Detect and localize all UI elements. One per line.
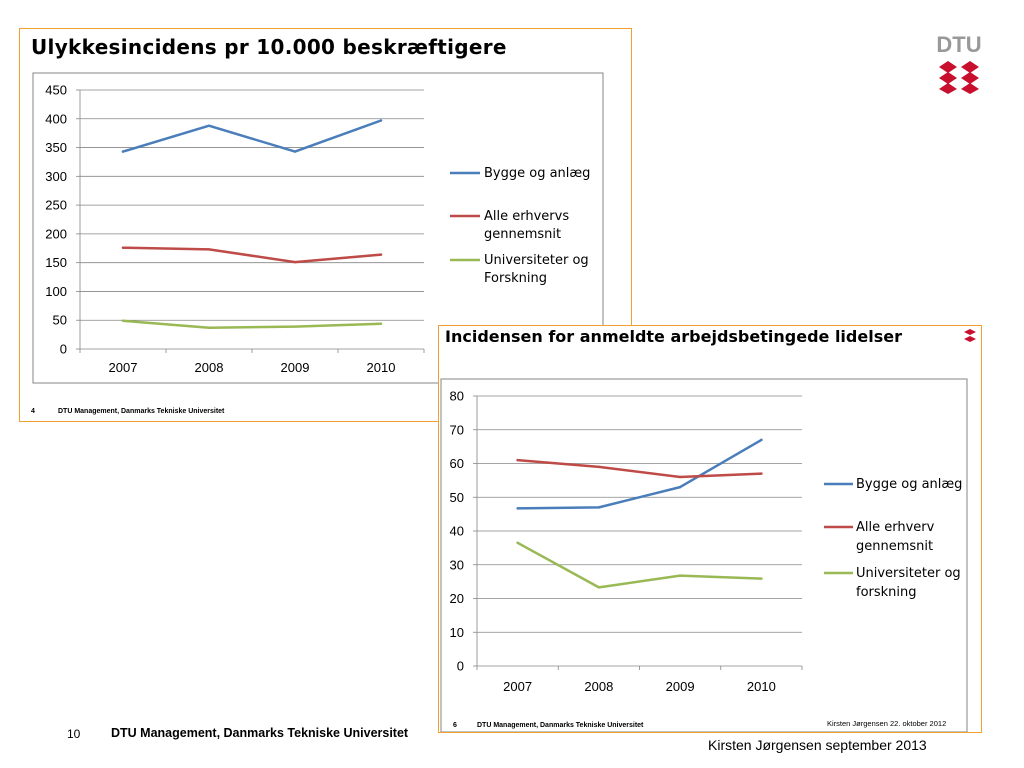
data-point: [379, 322, 383, 325]
series-line: [121, 319, 383, 329]
chart-disorder-incidence: 0 10 20 30 40 50 60 70 80 2007 2008 2009 2010 Bygge o…: [440, 378, 968, 732]
y-tick-label: 100: [45, 284, 67, 299]
data-point: [293, 325, 297, 328]
legend-label: Bygge og anlæg: [484, 166, 590, 181]
data-point: [379, 253, 383, 256]
y-tick-label: 200: [45, 226, 67, 241]
data-point: [293, 150, 297, 153]
x-tick-label: 2009: [666, 679, 695, 694]
panel-title: Incidensen for anmeldte arbejdsbetingede…: [445, 327, 902, 346]
data-point: [516, 507, 519, 510]
data-point: [207, 248, 211, 251]
data-point: [760, 438, 763, 442]
data-point: [516, 541, 519, 545]
dtu-logo-text: DTU: [936, 32, 981, 57]
panel-footer-author: Kirsten Jørgensen 22. oktober 2012: [827, 719, 947, 728]
series-line: [516, 438, 763, 510]
legend-label: Universiteter og forskning: [856, 566, 961, 600]
legend-label: Alle erhvervs gennemsnit: [484, 209, 569, 242]
data-point: [597, 506, 601, 509]
data-point: [207, 124, 211, 127]
slide-footer-author: Kirsten Jørgensen september 2013: [708, 737, 927, 753]
dtu-mini-logo: [964, 329, 976, 342]
data-point: [516, 458, 519, 462]
y-tick-label: 450: [45, 83, 67, 98]
y-tick-label: 350: [45, 140, 67, 155]
data-point: [678, 485, 682, 489]
x-tick-label: 2007: [109, 360, 138, 375]
data-point: [760, 577, 763, 580]
slide-number: 10: [67, 727, 81, 741]
data-point: [121, 150, 125, 153]
y-tick-label: 0: [457, 659, 464, 674]
panel-footer-number: 6: [453, 722, 457, 729]
x-tick-label: 2007: [503, 679, 532, 694]
data-point: [597, 586, 601, 589]
x-tick-label: 2009: [281, 360, 310, 375]
data-point: [121, 246, 125, 249]
data-point: [293, 260, 297, 264]
series-line: [121, 246, 383, 264]
x-tick-label: 2010: [747, 679, 776, 694]
y-tick-label: 60: [450, 456, 464, 471]
data-point: [207, 326, 211, 329]
x-tick-label: 2008: [584, 679, 613, 694]
series-line: [516, 458, 763, 479]
series-line: [121, 119, 383, 153]
data-point: [597, 465, 601, 469]
slide-footer-org: DTU Management, Danmarks Tekniske Univer…: [111, 726, 409, 740]
chart-frame: [440, 378, 968, 732]
y-tick-label: 250: [45, 198, 67, 213]
y-tick-label: 70: [450, 422, 464, 437]
legend-label: Bygge og anlæg: [856, 477, 962, 492]
data-point: [760, 472, 763, 475]
x-tick-label: 2010: [367, 360, 396, 375]
panel-footer-number: 4: [31, 408, 35, 415]
y-tick-label: 300: [45, 169, 67, 184]
y-tick-label: 80: [450, 389, 464, 404]
y-tick-label: 10: [450, 625, 464, 640]
panel-footer-org: DTU Management, Danmarks Tekniske Univer…: [58, 408, 225, 415]
data-point: [379, 119, 383, 122]
y-tick-label: 150: [45, 255, 67, 270]
panel-footer-org: DTU Management, Danmarks Tekniske Univer…: [477, 722, 644, 729]
y-tick-label: 30: [450, 557, 464, 572]
y-tick-label: 400: [45, 111, 67, 126]
y-tick-label: 50: [53, 313, 67, 328]
chart-panel-disorders: Incidensen for anmeldte arbejdsbetingede…: [438, 325, 982, 733]
series-line: [516, 541, 763, 589]
data-point: [678, 574, 682, 577]
legend-label: Alle erhverv gennemsnit: [856, 520, 935, 554]
dtu-logo: DTU: [936, 32, 982, 94]
y-tick-label: 50: [450, 490, 464, 505]
x-tick-label: 2008: [195, 360, 224, 375]
y-tick-label: 20: [450, 591, 464, 606]
data-point: [121, 319, 125, 322]
y-tick-label: 0: [60, 342, 67, 357]
legend-label: Universiteter og Forskning: [484, 253, 589, 286]
y-tick-label: 40: [450, 524, 464, 539]
panel-title: Ulykkesincidens pr 10.000 beskræftigere: [31, 35, 507, 59]
data-point: [678, 475, 682, 479]
